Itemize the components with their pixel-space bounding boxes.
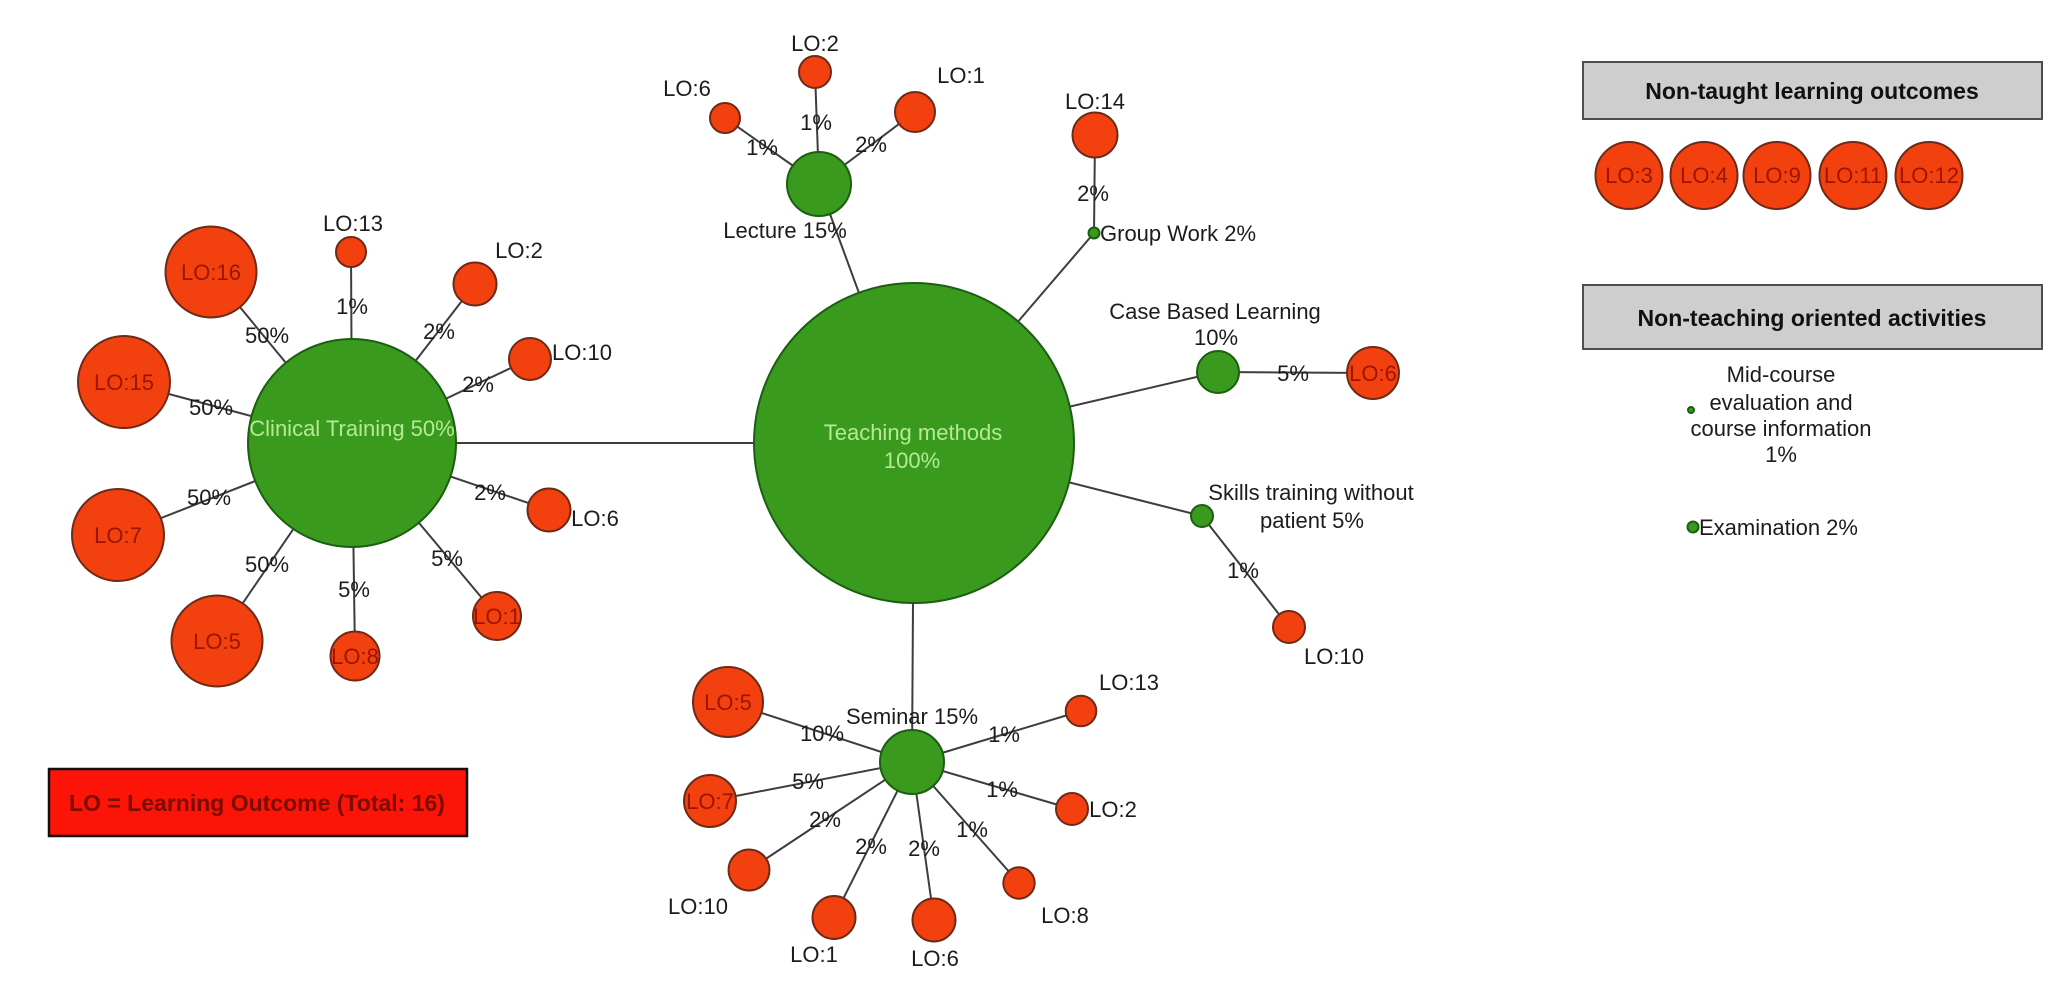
svg-text:LO:6: LO:6 [571,506,619,531]
svg-text:LO:14: LO:14 [1065,89,1125,114]
svg-text:LO:1: LO:1 [473,604,521,629]
svg-text:Non-taught learning outcomes: Non-taught learning outcomes [1645,78,1979,104]
svg-text:1%: 1% [746,135,778,160]
svg-text:Lecture 15%: Lecture 15% [723,218,847,243]
svg-text:LO = Learning Outcome (Total:: LO = Learning Outcome (Total: 16) [69,790,445,816]
svg-text:10%: 10% [800,721,844,746]
svg-text:LO:7: LO:7 [94,523,142,548]
svg-text:LO:6: LO:6 [1349,361,1397,386]
svg-text:LO:1: LO:1 [790,942,838,967]
svg-text:LO:15: LO:15 [94,370,154,395]
svg-text:Seminar 15%: Seminar 15% [846,704,978,729]
svg-text:LO:1: LO:1 [937,63,985,88]
svg-text:evaluation and: evaluation and [1709,390,1852,415]
svg-text:2%: 2% [809,807,841,832]
svg-text:50%: 50% [245,552,289,577]
svg-text:LO:8: LO:8 [1041,903,1089,928]
svg-text:10%: 10% [1194,325,1238,350]
svg-text:course information: course information [1691,416,1872,441]
svg-text:1%: 1% [956,817,988,842]
svg-text:2%: 2% [855,834,887,859]
svg-text:patient 5%: patient 5% [1260,508,1364,533]
svg-text:LO:13: LO:13 [323,211,383,236]
svg-text:Group Work 2%: Group Work 2% [1100,221,1256,246]
svg-text:LO:2: LO:2 [495,238,543,263]
svg-text:LO:8: LO:8 [331,644,379,669]
svg-text:1%: 1% [1227,558,1259,583]
svg-text:LO:9: LO:9 [1753,163,1801,188]
svg-text:LO:12: LO:12 [1899,163,1959,188]
svg-text:Skills training without: Skills training without [1208,480,1413,505]
svg-text:1%: 1% [800,110,832,135]
svg-text:5%: 5% [1277,361,1309,386]
svg-text:Case Based Learning: Case Based Learning [1109,299,1321,324]
svg-text:LO:3: LO:3 [1605,163,1653,188]
svg-text:2%: 2% [1077,181,1109,206]
svg-text:2%: 2% [908,836,940,861]
svg-text:LO:5: LO:5 [704,690,752,715]
svg-text:1%: 1% [988,722,1020,747]
svg-text:5%: 5% [792,769,824,794]
svg-text:50%: 50% [189,395,233,420]
svg-text:1%: 1% [336,294,368,319]
svg-text:LO:2: LO:2 [1089,797,1137,822]
svg-text:LO:7: LO:7 [686,789,734,814]
svg-text:2%: 2% [855,132,887,157]
svg-text:Clinical Training 50%: Clinical Training 50% [249,416,454,441]
svg-text:1%: 1% [1765,442,1797,467]
svg-text:LO:6: LO:6 [663,76,711,101]
svg-text:LO:10: LO:10 [668,894,728,919]
svg-text:5%: 5% [338,577,370,602]
svg-text:5%: 5% [431,546,463,571]
svg-text:Examination 2%: Examination 2% [1699,515,1858,540]
svg-text:50%: 50% [187,485,231,510]
svg-text:LO:11: LO:11 [1824,163,1882,188]
svg-text:2%: 2% [474,480,506,505]
svg-text:1%: 1% [986,777,1018,802]
svg-text:LO:13: LO:13 [1099,670,1159,695]
svg-text:LO:10: LO:10 [552,340,612,365]
svg-text:LO:4: LO:4 [1680,163,1728,188]
svg-text:2%: 2% [462,372,494,397]
svg-text:Non-teaching oriented activiti: Non-teaching oriented activities [1638,305,1987,331]
svg-text:2%: 2% [423,319,455,344]
svg-text:Mid-course: Mid-course [1727,362,1836,387]
svg-text:100%: 100% [884,448,940,473]
svg-text:LO:16: LO:16 [181,260,241,285]
svg-text:LO:5: LO:5 [193,629,241,654]
svg-text:LO:10: LO:10 [1304,644,1364,669]
svg-text:50%: 50% [245,323,289,348]
svg-text:LO:2: LO:2 [791,31,839,56]
svg-text:Teaching methods: Teaching methods [824,420,1003,445]
svg-text:LO:6: LO:6 [911,946,959,971]
